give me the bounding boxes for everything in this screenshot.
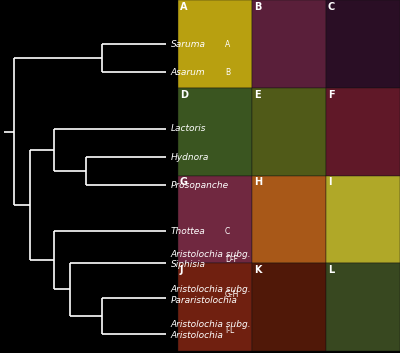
Bar — [326, 88, 400, 175]
Bar — [178, 0, 252, 88]
Bar — [326, 263, 400, 351]
Bar — [252, 88, 326, 175]
Text: Hydnora: Hydnora — [171, 152, 209, 162]
Text: Prosopanche: Prosopanche — [171, 181, 229, 190]
Text: I: I — [328, 178, 332, 187]
Text: A: A — [225, 40, 230, 49]
Text: C: C — [225, 227, 230, 236]
Bar — [178, 88, 252, 175]
Text: K: K — [254, 265, 262, 275]
Bar — [326, 0, 400, 88]
Bar — [252, 263, 326, 351]
Bar — [326, 175, 400, 263]
Text: J: J — [180, 265, 184, 275]
Text: Aristolochia: Aristolochia — [171, 331, 224, 340]
Text: D: D — [180, 90, 188, 100]
Bar — [252, 175, 326, 263]
Text: B: B — [225, 68, 230, 77]
Bar — [178, 263, 252, 351]
Text: A: A — [180, 2, 188, 12]
Text: Aristolochia subg.: Aristolochia subg. — [171, 250, 252, 259]
Text: B: B — [254, 2, 261, 12]
Text: Thottea: Thottea — [171, 227, 206, 236]
Text: Siphisia: Siphisia — [171, 260, 206, 269]
Text: Aristolochia subg.: Aristolochia subg. — [171, 320, 252, 329]
Text: L: L — [328, 265, 334, 275]
Text: Lactoris: Lactoris — [171, 124, 206, 133]
Text: G-H: G-H — [225, 290, 239, 299]
Text: F: F — [328, 90, 335, 100]
Text: Pararistolochia: Pararistolochia — [171, 295, 238, 305]
Text: G: G — [180, 178, 188, 187]
Text: H: H — [254, 178, 262, 187]
Text: Aristolochia subg.: Aristolochia subg. — [171, 285, 252, 294]
Text: D-F: D-F — [225, 255, 238, 264]
Text: I-L: I-L — [225, 325, 234, 335]
Text: Saruma: Saruma — [171, 40, 206, 49]
Text: C: C — [328, 2, 335, 12]
Text: Asarum: Asarum — [171, 68, 206, 77]
Bar — [178, 175, 252, 263]
Text: E: E — [254, 90, 261, 100]
Bar — [252, 0, 326, 88]
